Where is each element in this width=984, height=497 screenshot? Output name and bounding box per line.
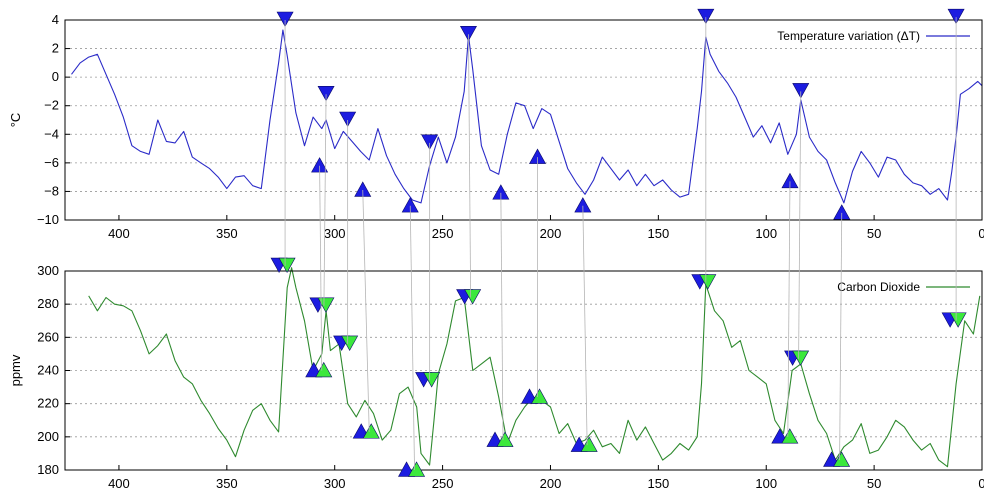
y-tick-label: 240 — [37, 363, 59, 378]
x-tick-label: 250 — [432, 476, 454, 491]
y-tick-label: −4 — [44, 126, 59, 141]
peak-marker — [697, 8, 715, 25]
peak-marker — [276, 11, 294, 28]
x-tick-label: 400 — [108, 476, 130, 491]
y-axis-label: °C — [8, 113, 23, 128]
connector-line — [582, 205, 588, 446]
co2-panel: 180 200 220 240 260 280 300 400 350 300 250 200 150 1… — [8, 257, 984, 491]
peak-marker — [341, 335, 359, 351]
y-tick-label: −6 — [44, 155, 59, 170]
x-tick-label: 150 — [648, 226, 670, 241]
trough-marker — [362, 423, 380, 439]
x-tick-label: 50 — [867, 476, 881, 491]
plot-frame — [64, 19, 983, 221]
y-tick-label: −8 — [44, 183, 59, 198]
peak-marker — [421, 134, 439, 150]
series-line-co2 — [88, 267, 981, 468]
x-tick-label: 100 — [755, 476, 777, 491]
x-tick-label: 50 — [867, 226, 881, 241]
peak-marker — [317, 297, 335, 313]
connector-line — [798, 91, 802, 359]
temperature-panel: −10 −8 −6 −4 −2 0 2 4 400 350 300 250 200 150 100 50 0 °C… — [8, 8, 984, 241]
x-tick-label: 250 — [432, 226, 454, 241]
x-tick-label: 200 — [540, 226, 562, 241]
connector-line — [409, 205, 415, 471]
legend-label: Carbon Dioxide — [837, 280, 920, 294]
marker-connectors — [284, 17, 957, 471]
peak-marker — [792, 83, 810, 99]
x-tick-label: 0 — [978, 226, 984, 241]
x-tick-label: 0 — [978, 476, 984, 491]
trough-marker — [833, 451, 851, 467]
y-tick-label: 220 — [37, 396, 59, 411]
peak-marker — [699, 274, 717, 290]
y-axis-label: ppmv — [8, 354, 23, 386]
connector-line — [468, 34, 472, 298]
trough-marker — [781, 428, 799, 444]
peak-marker — [459, 25, 477, 42]
peak-marker — [947, 8, 965, 25]
y-tick-label: 300 — [37, 263, 59, 278]
y-tick-label: 180 — [37, 462, 59, 477]
trough-marker — [531, 388, 549, 404]
connector-line — [839, 212, 843, 461]
trough-marker — [408, 461, 426, 477]
y-tick-label: 0 — [52, 69, 59, 84]
x-tick-label: 300 — [324, 226, 346, 241]
y-tick-label: −10 — [37, 212, 59, 227]
connector-line — [787, 181, 791, 437]
connector-line — [362, 189, 370, 432]
x-tick-label: 400 — [108, 226, 130, 241]
plot-frame — [64, 270, 983, 471]
x-tick-label: 150 — [648, 476, 670, 491]
x-tick-label: 200 — [540, 476, 562, 491]
x-tick-label: 350 — [216, 476, 238, 491]
connector-line — [500, 192, 504, 441]
y-tick-label: 4 — [52, 12, 59, 27]
y-tick-label: 280 — [37, 296, 59, 311]
x-tick-label: 350 — [216, 226, 238, 241]
y-tick-label: −2 — [44, 98, 59, 113]
peak-marker — [278, 257, 296, 274]
peak-marker — [317, 85, 335, 102]
y-tick-label: 260 — [37, 329, 59, 344]
connector-line — [319, 165, 323, 371]
peak-marker — [423, 372, 441, 388]
peak-marker — [464, 289, 482, 305]
connector-line — [323, 94, 327, 306]
x-tick-label: 100 — [755, 226, 777, 241]
x-tick-label: 300 — [324, 476, 346, 491]
peak-marker — [949, 312, 967, 328]
legend-label: Temperature variation (ΔT) — [777, 29, 920, 43]
y-tick-label: 2 — [52, 41, 59, 56]
trough-marker — [496, 431, 514, 447]
trough-marker — [315, 361, 333, 378]
peak-marker — [339, 111, 357, 128]
trough-marker — [580, 436, 598, 452]
series-line-temp — [71, 29, 983, 204]
peak-marker — [792, 350, 810, 366]
y-tick-label: 200 — [37, 429, 59, 444]
